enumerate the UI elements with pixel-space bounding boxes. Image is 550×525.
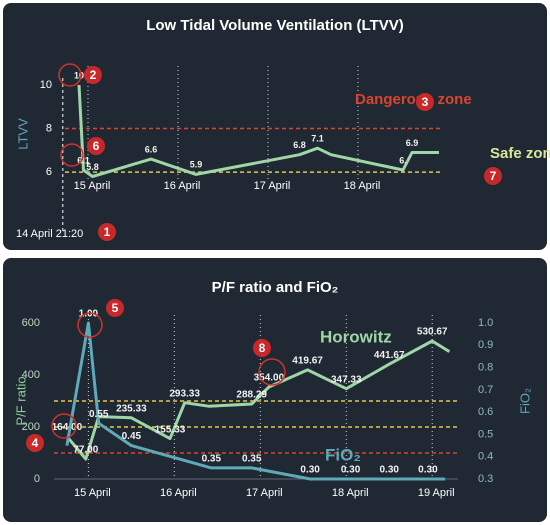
marker-badge [26,434,44,452]
y2-tick-label: 0.6 [478,406,493,418]
marker-badge [106,299,124,317]
data-label: 6.8 [293,140,306,150]
y-tick-label: 200 [22,421,40,433]
marker-badge [484,167,502,185]
data-label: 354.00 [254,373,285,384]
data-line [77,84,439,178]
bottom-panel [3,258,547,522]
data-label: 1.00 [79,309,99,320]
x-tick-label: 16 April [160,487,197,499]
data-line [65,321,446,481]
data-label: 5.8 [86,162,99,172]
marker-badge [416,93,434,111]
marker-badge [253,339,271,357]
data-label: 6.9 [406,138,419,148]
start-label: 14 April 21:20 [16,228,83,240]
y2-tick-label: 1.0 [478,317,493,329]
y-tick-label: 8 [46,122,52,134]
data-line [65,339,451,461]
marker-number: 4 [32,436,39,450]
y2-tick-label: 0.5 [478,428,493,440]
y2-tick-label: 0.4 [478,451,493,463]
x-tick-label: 15 April [74,487,111,499]
marker-number: 2 [90,68,97,82]
y-tick-label: 400 [22,369,40,381]
data-label: 0.30 [300,465,320,476]
data-label: 0.35 [242,453,262,464]
marker-badge [87,137,105,155]
x-tick-label: 18 April [344,180,381,192]
data-label: 288.29 [236,390,267,401]
highlight-ring [77,312,103,338]
y2-axis-label: FiO₂ [517,388,532,414]
data-label: 10 [74,70,84,80]
data-label: 5.9 [190,160,203,170]
top-panel [3,3,547,250]
chart-title: P/F ratio and FiO₂ [212,279,339,296]
data-label: 0.55 [89,409,109,420]
data-label: 235.33 [116,403,147,414]
data-label: 7.1 [311,134,324,144]
x-tick-label: 17 April [246,487,283,499]
y-tick-label: 6 [46,166,52,178]
x-tick-label: 18 April [332,487,369,499]
series-label: FiO₂ [325,445,361,464]
chart-title: Low Tidal Volume Ventilation (LTVV) [146,17,404,34]
marker-number: 3 [422,95,429,109]
data-label: 0.45 [122,431,142,442]
marker-badge [98,223,116,241]
y2-tick-label: 0.3 [478,473,493,485]
data-label: 0.30 [418,465,438,476]
y2-tick-label: 0.8 [478,361,493,373]
y2-tick-label: 0.9 [478,339,493,351]
data-label: 419.67 [292,356,323,367]
data-label: 347.33 [331,374,362,385]
data-label: 6.1 [77,155,90,165]
y-tick-label: 10 [40,79,52,91]
marker-number: 1 [104,225,111,239]
y-axis-label: LTVV [15,118,30,150]
highlight-ring [60,143,84,167]
data-label: 441.67 [374,350,405,361]
data-label: 77.00 [73,445,98,456]
marker-number: 6 [93,139,100,153]
x-tick-label: 15 April [74,180,111,192]
marker-number: 5 [112,301,119,315]
zone-label: Dangerous zone [355,91,472,108]
series-label: Horowitz [320,327,392,346]
data-label: 0.35 [202,453,222,464]
data-label: 530.67 [417,327,448,338]
y2-tick-label: 0.7 [478,384,493,396]
x-tick-label: 16 April [164,180,201,192]
y-tick-label: 600 [22,317,40,329]
data-label: 6. [399,155,407,165]
highlight-ring [58,63,82,87]
marker-badge [84,66,102,84]
marker-number: 8 [259,341,266,355]
x-tick-label: 17 April [254,180,291,192]
data-label: 0.30 [341,465,361,476]
data-label: 0.30 [379,465,399,476]
data-label: 6.6 [145,144,158,154]
zone-label: Safe zone [490,145,550,162]
marker-number: 7 [490,169,497,183]
y-axis-label: P/F ratio [13,376,28,425]
highlight-ring [258,358,286,386]
data-label: 155.33 [155,424,186,435]
y-tick-label: 0 [34,473,40,485]
data-label: 164.00 [52,422,83,433]
highlight-ring [51,413,77,439]
x-tick-label: 19 April [418,487,455,499]
data-label: 293.33 [169,388,200,399]
